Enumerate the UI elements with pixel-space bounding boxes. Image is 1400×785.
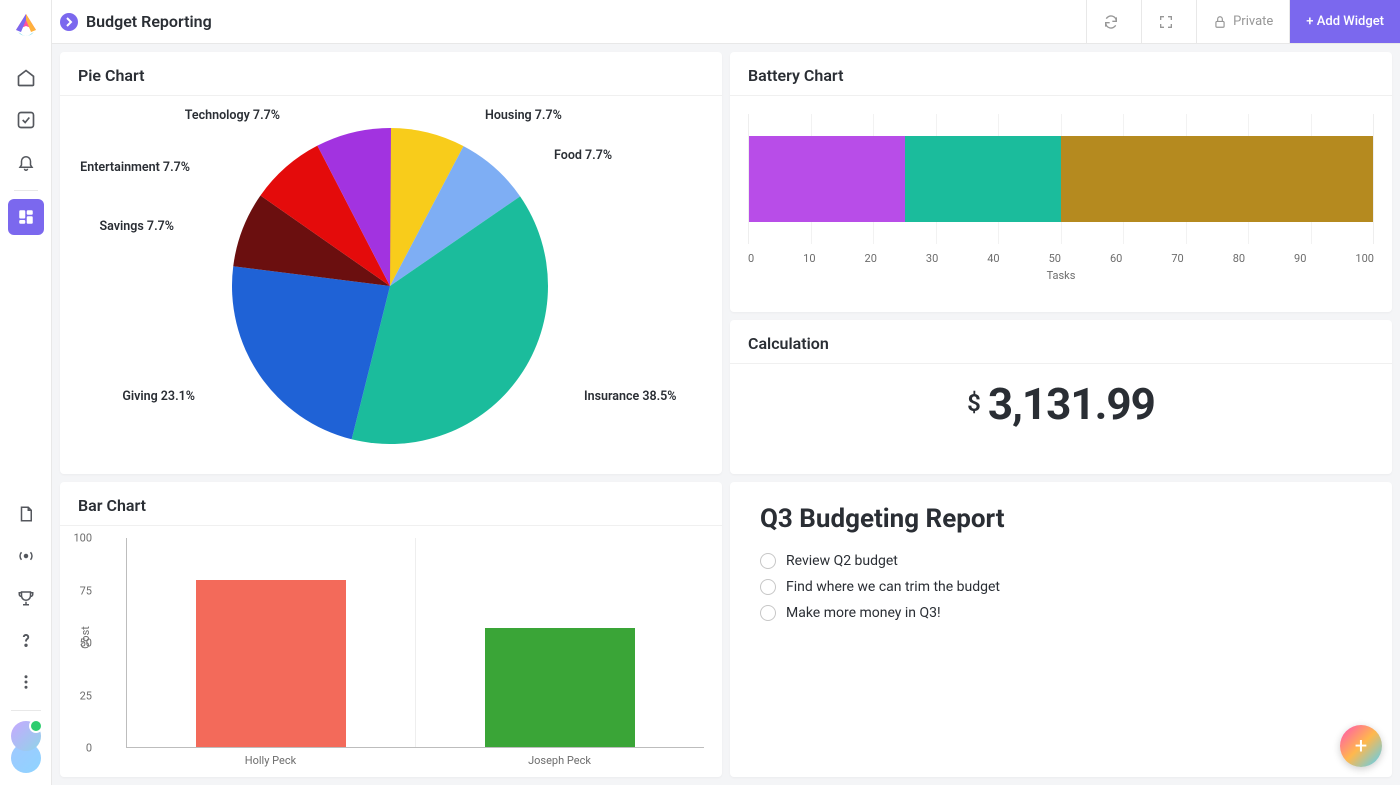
battery-xlabel: Tasks [748, 267, 1374, 282]
pie-slice-label: Insurance 38.5% [584, 389, 677, 404]
pie-slice-label: Savings 7.7% [100, 219, 174, 234]
fullscreen-button[interactable] [1141, 0, 1196, 43]
nav-pulse[interactable] [8, 538, 44, 574]
task-item[interactable]: Make more money in Q3! [760, 600, 1362, 626]
task-checkbox[interactable] [760, 553, 776, 569]
add-widget-button[interactable]: + Add Widget [1289, 0, 1400, 43]
task-item[interactable]: Review Q2 budget [760, 548, 1362, 574]
axis-tick: 80 [1233, 252, 1245, 265]
pie-slice-label: Food 7.7% [554, 148, 612, 163]
quick-create-button[interactable]: + [1340, 725, 1382, 767]
pie-slice-label: Entertainment 7.7% [80, 160, 190, 175]
axis-tick: 100 [73, 532, 92, 545]
battery-segment [749, 136, 905, 222]
currency-symbol: $ [967, 389, 980, 417]
task-checkbox[interactable] [760, 605, 776, 621]
nav-notifications[interactable] [8, 144, 44, 180]
axis-tick: 0 [86, 742, 92, 755]
nav-tasks[interactable] [8, 102, 44, 138]
battery-chart-widget[interactable]: Battery Chart 0 10 20 30 40 50 60 70 80 90 100 Tas… [730, 52, 1392, 312]
bar [485, 628, 635, 747]
axis-tick: 50 [1049, 252, 1061, 265]
nav-docs[interactable] [8, 496, 44, 532]
bar-chart-title: Bar Chart [60, 482, 722, 526]
bar-chart-widget[interactable]: Bar Chart Cost 0255075100 Holly PeckJose… [60, 482, 722, 777]
pie-chart-title: Pie Chart [60, 52, 722, 96]
add-widget-label: + Add Widget [1306, 14, 1384, 29]
calculation-title: Calculation [730, 320, 1392, 364]
header: Budget Reporting Private + Add Widget [52, 0, 1400, 44]
privacy-label: Private [1233, 14, 1273, 29]
axis-tick: 10 [803, 252, 815, 265]
nav-dashboards[interactable] [8, 199, 44, 235]
task-item[interactable]: Find where we can trim the budget [760, 574, 1362, 600]
sidebar-expand-button[interactable] [60, 13, 78, 31]
nav-goals[interactable] [8, 580, 44, 616]
axis-tick: 50 [80, 637, 92, 650]
sidebar [0, 0, 52, 785]
axis-tick: 40 [987, 252, 999, 265]
nav-help[interactable] [8, 622, 44, 658]
calculation-value: $3,131.99 [730, 378, 1392, 430]
axis-tick: 30 [926, 252, 938, 265]
axis-tick: Joseph Peck [415, 748, 704, 767]
axis-tick: 60 [1110, 252, 1122, 265]
user-avatar-1[interactable] [11, 721, 41, 751]
task-label: Review Q2 budget [786, 553, 898, 569]
nav-more[interactable] [8, 664, 44, 700]
task-label: Find where we can trim the budget [786, 579, 1000, 595]
page-title: Budget Reporting [86, 12, 212, 31]
calculation-amount: 3,131.99 [988, 378, 1155, 430]
pie-slice-label: Technology 7.7% [185, 108, 280, 123]
axis-tick: 90 [1294, 252, 1306, 265]
axis-tick: 75 [80, 584, 92, 597]
app-logo[interactable] [12, 12, 40, 40]
report-widget[interactable]: Q3 Budgeting Report Review Q2 budget Find… [730, 482, 1392, 777]
battery-segment [1061, 136, 1373, 222]
pie-slice-label: Housing 7.7% [485, 108, 562, 123]
task-checkbox[interactable] [760, 579, 776, 595]
battery-chart-title: Battery Chart [730, 52, 1392, 96]
axis-tick: 0 [748, 252, 754, 265]
privacy-button[interactable]: Private [1196, 0, 1289, 43]
pie-slice-label: Giving 23.1% [122, 389, 195, 404]
axis-tick: 100 [1355, 252, 1374, 265]
axis-tick: 25 [80, 689, 92, 702]
bar [196, 580, 346, 747]
axis-tick: Holly Peck [126, 748, 415, 767]
refresh-button[interactable] [1086, 0, 1141, 43]
axis-tick: 70 [1171, 252, 1183, 265]
task-label: Make more money in Q3! [786, 605, 941, 621]
battery-segment [905, 136, 1061, 222]
calculation-widget[interactable]: Calculation $3,131.99 [730, 320, 1392, 474]
report-title: Q3 Budgeting Report [760, 504, 1362, 534]
axis-tick: 20 [865, 252, 877, 265]
nav-home[interactable] [8, 60, 44, 96]
pie-chart-widget[interactable]: Pie Chart Housing 7.7% Food 7.7% Insurance… [60, 52, 722, 474]
